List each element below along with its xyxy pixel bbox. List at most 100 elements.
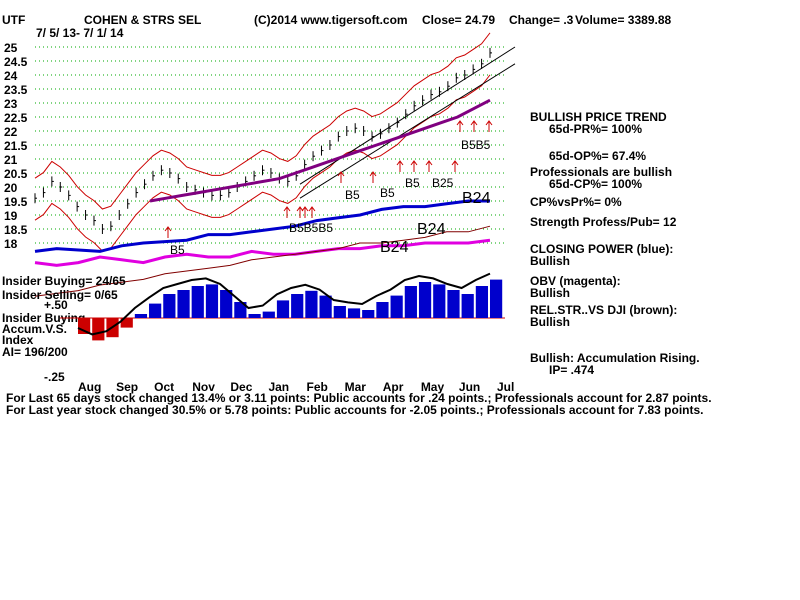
signal-label: B5B5B5 (289, 221, 333, 235)
signal-arrow-head (301, 206, 309, 212)
accum-overlay-line (77, 272, 491, 336)
signal-arrow-head (410, 160, 418, 166)
closing-power-status: Bullish (530, 254, 570, 268)
price-grid (35, 46, 505, 244)
y-tick-label: 23.5 (4, 83, 28, 97)
accum-bar (163, 294, 176, 318)
accum-bar (92, 318, 105, 341)
y-tick-label: 21.5 (4, 139, 28, 153)
accum-bar (291, 294, 304, 318)
op-percent: 65d-OP%= 67.4% (549, 149, 646, 163)
closing-power-line (34, 199, 490, 253)
y-tick-label: 23 (4, 97, 18, 111)
change-value: Change= .3 (509, 13, 574, 27)
signal-arrow-head (425, 160, 433, 166)
signal-arrow-head (296, 206, 304, 212)
x-tick-label: Nov (192, 380, 215, 394)
signal-label: B5B5 (461, 138, 491, 152)
x-tick-label: Jan (268, 380, 289, 394)
footer-line-65d: For Last 65 days stock changed 13.4% or … (6, 391, 712, 405)
signal-arrow-head (451, 160, 459, 166)
accum-status: Bullish: Accumulation Rising. (530, 351, 700, 365)
closing-power-heading: CLOSING POWER (blue): (530, 242, 673, 256)
accum-bar (447, 290, 460, 318)
accum-bar (333, 306, 346, 318)
signal-arrow-head (337, 171, 345, 177)
signal-label: B24 (380, 239, 409, 256)
professionals-status: Professionals are bullish (530, 165, 672, 179)
relative-strength-line (34, 225, 491, 297)
x-tick-labels: Aug Sep Oct Nov Dec Jan Feb Mar Apr May Jun Jul (78, 380, 514, 394)
signal-label: B5 (170, 243, 185, 257)
obv-line (34, 238, 491, 267)
signal-arrow-head (396, 160, 404, 166)
price-bars (34, 47, 492, 234)
x-tick-label: Jul (497, 380, 514, 394)
accum-bar (120, 318, 133, 328)
x-tick-label: Jun (459, 380, 480, 394)
trend-channel (299, 46, 516, 199)
x-tick-label: Sep (116, 380, 138, 394)
accum-bar (205, 284, 219, 318)
moving-average-line (149, 98, 491, 203)
accum-plus-tick: +.50 (44, 298, 68, 312)
y-tick-label: 25 (4, 41, 18, 55)
accum-bar (177, 290, 190, 318)
y-tick-label: 22.5 (4, 111, 28, 125)
obv-status: Bullish (530, 286, 570, 300)
accum-bar (362, 310, 375, 318)
signal-label: B25 (432, 176, 454, 190)
accum-bar (220, 290, 233, 318)
insider-selling-label: Insider Selling= 0/65 (2, 288, 118, 302)
signal-arrow-head (456, 120, 464, 126)
price-bands (34, 32, 491, 252)
y-tick-label: 20 (4, 181, 18, 195)
x-tick-label: Apr (383, 380, 404, 394)
upper-band (34, 32, 491, 210)
signal-arrow-head (308, 206, 316, 212)
signal-arrow-head (485, 120, 493, 126)
signal-arrow-head (283, 206, 291, 212)
accum-bar (276, 300, 290, 318)
obv-line (34, 238, 491, 267)
accum-bar (134, 314, 148, 318)
footer-line-year: For Last year stock changed 30.5% or 5.7… (6, 403, 704, 417)
accum-bar (234, 302, 247, 318)
accum-bar (390, 295, 403, 318)
accum-bar (248, 314, 261, 318)
x-tick-label: Mar (345, 380, 367, 394)
accum-bar (319, 295, 332, 318)
signal-label: B24 (462, 190, 491, 207)
signal-arrow-head (369, 171, 377, 177)
relstr-heading: REL.STR..VS DJI (brown): (530, 303, 677, 317)
cp-percent: 65d-CP%= 100% (549, 177, 642, 191)
x-tick-label: Dec (230, 380, 252, 394)
signal-arrow-head (470, 120, 478, 126)
accum-bar (262, 311, 275, 318)
ticker: UTF (2, 13, 25, 27)
y-tick-label: 19 (4, 209, 18, 223)
relstr-line (34, 225, 491, 297)
closing-power-line (34, 199, 490, 253)
close-value: Close= 24.79 (422, 13, 495, 27)
ip-value: IP= .474 (549, 363, 594, 377)
ma-line (149, 98, 491, 203)
y-tick-label: 19.5 (4, 195, 28, 209)
index-label: Index (2, 333, 34, 347)
relstr-status: Bullish (530, 315, 570, 329)
accum-bar (490, 279, 503, 318)
signal-label: B5 (380, 186, 395, 200)
volume-value: Volume= 3389.88 (575, 13, 671, 27)
accum-bar (418, 282, 432, 318)
y-tick-label: 20.5 (4, 167, 28, 181)
accumulation-histogram (78, 279, 503, 341)
accum-bar (475, 286, 488, 318)
signal-arrows (164, 120, 493, 238)
accum-bar (347, 308, 361, 318)
y-tick-label: 22 (4, 125, 18, 139)
signal-label: B5 (345, 188, 360, 202)
date-range: 7/ 5/ 13- 7/ 1/ 14 (36, 26, 124, 40)
obv-heading: OBV (magenta): (530, 274, 621, 288)
ai-label: AI= 196/200 (2, 345, 68, 359)
